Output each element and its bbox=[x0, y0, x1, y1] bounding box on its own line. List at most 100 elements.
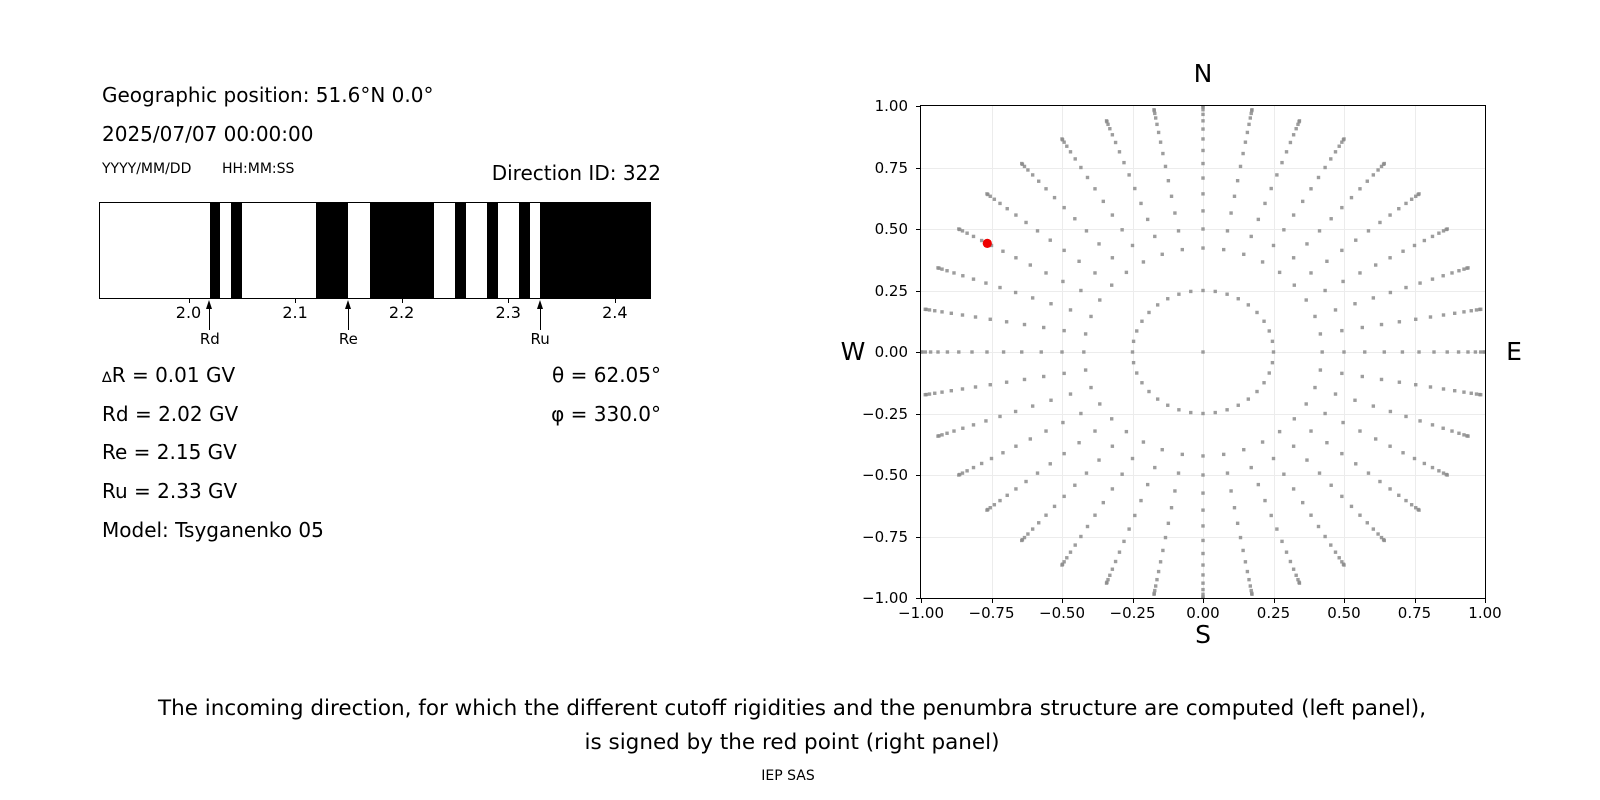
direction-dot bbox=[1101, 199, 1105, 204]
direction-dot bbox=[1035, 471, 1040, 475]
direction-dot bbox=[1068, 550, 1073, 554]
direction-dot bbox=[1388, 256, 1392, 260]
direction-dot bbox=[1089, 385, 1093, 390]
direction-dot bbox=[1247, 122, 1251, 127]
direction-dot bbox=[1400, 350, 1405, 354]
y-tick-label: 0.50 bbox=[874, 220, 908, 238]
direction-dot bbox=[1284, 550, 1289, 554]
direction-dot bbox=[1201, 108, 1205, 112]
direction-dot bbox=[1404, 201, 1408, 206]
direction-dot bbox=[1462, 267, 1466, 271]
direction-dot bbox=[998, 285, 1002, 290]
direction-dot bbox=[1365, 521, 1369, 525]
direction-dot bbox=[1270, 360, 1275, 365]
direction-dot bbox=[1201, 596, 1205, 598]
compass-north-label: N bbox=[1193, 59, 1213, 88]
direction-dot bbox=[1313, 314, 1317, 319]
direction-dot bbox=[1201, 573, 1205, 577]
y-tick-label: 0.75 bbox=[874, 158, 908, 177]
direction-dot bbox=[970, 350, 974, 354]
x-tick-label: 2.4 bbox=[602, 303, 628, 322]
y-tick-label: −1.00 bbox=[862, 589, 908, 607]
direction-dot bbox=[1117, 550, 1122, 554]
direction-dot bbox=[952, 429, 956, 433]
direction-dot bbox=[1049, 398, 1053, 402]
direction-dot bbox=[1004, 380, 1009, 384]
direction-dot bbox=[1422, 461, 1427, 466]
x-tick bbox=[921, 599, 922, 603]
direction-dot bbox=[998, 498, 1002, 503]
direction-dot bbox=[1127, 173, 1131, 177]
direction-dot bbox=[1083, 332, 1088, 336]
direction-dot bbox=[1189, 410, 1193, 415]
direction-dot bbox=[1225, 471, 1230, 475]
direction-id-label: Direction ID: 322 bbox=[491, 161, 661, 185]
direction-dot bbox=[1340, 248, 1344, 253]
direction-dot bbox=[1456, 350, 1461, 354]
direction-dot bbox=[1296, 577, 1300, 582]
direction-dot bbox=[1093, 513, 1097, 517]
direction-dot bbox=[1323, 165, 1327, 170]
direction-dot bbox=[1065, 556, 1069, 560]
direction-dot bbox=[1039, 350, 1043, 354]
direction-dot bbox=[1068, 392, 1073, 396]
direction-dot bbox=[1474, 392, 1479, 396]
direction-dot bbox=[1466, 350, 1470, 354]
barcode-bar bbox=[486, 203, 498, 298]
direction-dot bbox=[1093, 271, 1097, 275]
direction-dot bbox=[1256, 482, 1261, 487]
direction-dot bbox=[1342, 137, 1346, 141]
direction-dot bbox=[1275, 173, 1279, 177]
direction-dot bbox=[1001, 249, 1005, 253]
direction-dot bbox=[940, 390, 944, 394]
direction-dot bbox=[1163, 535, 1168, 540]
direction-dot bbox=[1271, 456, 1276, 461]
direction-dot bbox=[1110, 213, 1115, 217]
direction-dot bbox=[933, 391, 937, 395]
direction-dot bbox=[1418, 281, 1422, 285]
direction-dot bbox=[1318, 332, 1323, 336]
x-tick-label: 0.50 bbox=[1327, 604, 1361, 622]
direction-dot bbox=[1441, 229, 1446, 233]
direction-dot bbox=[1262, 319, 1266, 323]
direction-dot bbox=[1028, 437, 1033, 441]
direction-dot bbox=[1201, 563, 1205, 567]
direction-dot bbox=[1079, 534, 1083, 539]
direction-dot bbox=[1026, 168, 1030, 172]
direction-dot bbox=[1397, 320, 1402, 324]
direction-dot bbox=[961, 274, 965, 278]
direction-dot bbox=[945, 269, 949, 273]
direction-dot bbox=[1414, 317, 1418, 321]
direction-dot bbox=[1291, 487, 1296, 491]
direction-dot bbox=[961, 426, 965, 430]
direction-dot bbox=[985, 508, 989, 512]
direction-dot bbox=[1479, 350, 1483, 354]
direction-dot bbox=[1388, 213, 1392, 217]
ru-arrow-icon bbox=[536, 300, 543, 309]
direction-dot bbox=[1104, 119, 1109, 123]
direction-dot bbox=[1030, 296, 1035, 300]
direction-dot bbox=[1249, 465, 1253, 470]
direction-dot bbox=[1329, 483, 1333, 487]
direction-dot bbox=[1450, 429, 1454, 433]
y-tick bbox=[916, 475, 920, 476]
direction-dot bbox=[1333, 308, 1338, 312]
direction-dot bbox=[1412, 456, 1417, 461]
direction-dot bbox=[1360, 325, 1364, 330]
direction-dot bbox=[1269, 186, 1273, 191]
direction-dot bbox=[1450, 271, 1454, 275]
direction-dot bbox=[1122, 539, 1126, 544]
caption-line-1: The incoming direction, for which the di… bbox=[157, 696, 1427, 721]
direction-dot bbox=[1044, 429, 1048, 433]
direction-dot bbox=[1329, 157, 1333, 161]
direction-dot bbox=[1005, 206, 1009, 211]
direction-dot bbox=[1292, 417, 1296, 421]
direction-dot bbox=[1110, 444, 1115, 448]
direction-dot bbox=[1201, 246, 1205, 250]
direction-dot bbox=[1404, 285, 1408, 290]
selected-direction-point bbox=[982, 238, 992, 248]
direction-dot bbox=[1333, 150, 1338, 154]
direction-dot bbox=[1232, 194, 1237, 198]
direction-dot bbox=[1079, 165, 1083, 170]
direction-dot bbox=[971, 465, 976, 470]
